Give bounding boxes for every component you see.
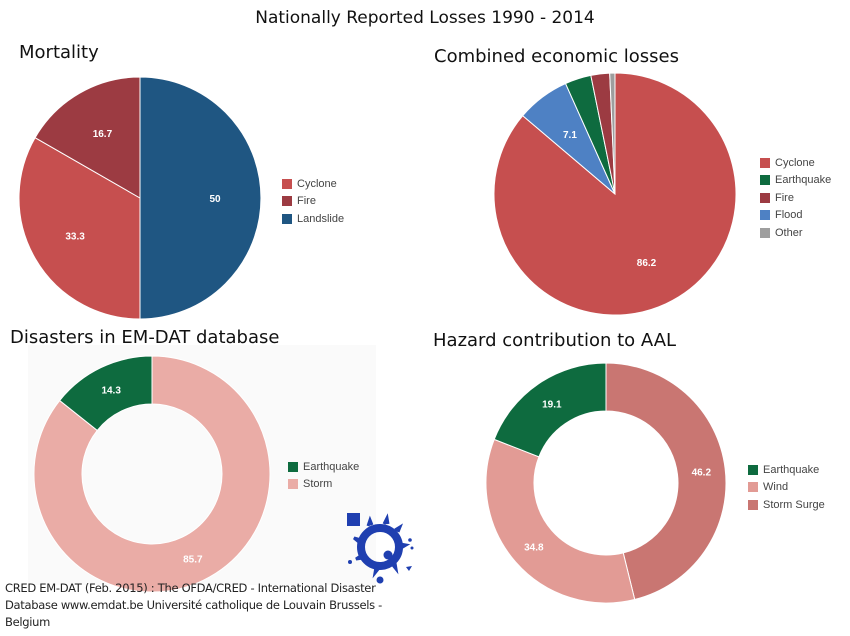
legend-swatch	[288, 461, 298, 472]
aal-slice-wind	[485, 438, 636, 604]
legend-label: Fire	[775, 191, 794, 204]
legend-swatch	[760, 192, 770, 203]
mortality-data-label-fire: 16.7	[93, 129, 113, 140]
mortality-slice-cyclone	[18, 137, 141, 320]
aal-legend-item-earthquake: Earthquake	[748, 461, 825, 479]
aal-legend-item-wind: Wind	[748, 479, 825, 497]
legend-label: Earthquake	[763, 463, 820, 476]
economic-legend-item-flood: Flood	[760, 207, 831, 225]
disasters-slice-earthquake	[58, 355, 153, 432]
source-citation: CRED EM-DAT (Feb. 2015) : The OFDA/CRED …	[5, 581, 383, 629]
legend-swatch	[282, 178, 292, 189]
aal-legend: Earthquake Wind Storm Surge	[748, 461, 825, 514]
aal-legend-item-storm-surge: Storm Surge	[748, 496, 825, 514]
legend-label: Fire	[297, 195, 316, 208]
disasters-data-label-earthquake: 14.3	[101, 385, 121, 396]
economic-legend-item-fire: Fire	[760, 189, 831, 207]
legend-swatch	[760, 210, 770, 221]
disasters-data-label-storm: 85.7	[183, 555, 203, 566]
legend-swatch	[282, 196, 292, 207]
economic-pie: 86.2 7.1	[493, 72, 737, 316]
economic-legend-item-cyclone: Cyclone	[760, 154, 831, 172]
disasters-legend-item-earthquake: Earthquake	[288, 458, 359, 476]
mortality-pie: 50 33.3 16.7	[18, 76, 262, 320]
legend-label: Storm	[303, 478, 333, 491]
legend-swatch	[748, 464, 758, 475]
legend-swatch	[760, 157, 770, 168]
mortality-legend: Cyclone Fire Landslide	[282, 175, 344, 228]
legend-label: Cyclone	[775, 156, 815, 169]
legend-label: Flood	[775, 209, 803, 222]
legend-swatch	[760, 175, 770, 186]
aal-slice-storm-surge	[605, 362, 727, 601]
disasters-legend: Earthquake Storm	[288, 458, 359, 493]
legend-label: Earthquake	[775, 174, 832, 187]
cred-splash-logo-icon	[347, 513, 414, 584]
economic-slice-other	[609, 72, 616, 195]
mortality-chart-title: Mortality	[19, 42, 99, 63]
economic-chart-title: Combined economic losses	[434, 46, 679, 67]
legend-swatch	[760, 227, 770, 238]
legend-swatch	[288, 479, 298, 490]
legend-label: Wind	[763, 481, 789, 494]
legend-label: Other	[775, 226, 803, 239]
mortality-slice-fire	[34, 76, 141, 199]
mortality-slice-landslide	[139, 76, 262, 320]
mortality-legend-item-fire: Fire	[282, 193, 344, 211]
economic-legend: Cyclone Earthquake Fire Flood Other	[760, 154, 831, 242]
legend-swatch	[282, 213, 292, 224]
mortality-data-label-cyclone: 33.3	[65, 232, 85, 243]
economic-legend-item-earthquake: Earthquake	[760, 172, 831, 190]
aal-donut: 46.2 34.8 19.1	[485, 362, 727, 604]
economic-data-label-cyclone: 86.2	[637, 258, 657, 269]
aal-data-label-wind: 34.8	[524, 542, 544, 553]
disasters-donut: 85.7 14.3	[33, 355, 271, 593]
legend-label: Storm Surge	[763, 498, 825, 511]
page-title: Nationally Reported Losses 1990 - 2014	[255, 8, 595, 28]
aal-data-label-earthquake: 19.1	[542, 400, 562, 411]
legend-label: Cyclone	[297, 177, 337, 190]
economic-data-label-flood: 7.1	[563, 130, 577, 141]
legend-swatch	[748, 482, 758, 493]
disasters-chart-title: Disasters in EM-DAT database	[10, 327, 280, 348]
mortality-legend-item-cyclone: Cyclone	[282, 175, 344, 193]
legend-label: Landslide	[297, 212, 345, 225]
mortality-data-label-landslide: 50	[209, 194, 221, 205]
legend-label: Earthquake	[303, 460, 360, 473]
legend-swatch	[748, 499, 758, 510]
disasters-slice-storm	[33, 355, 271, 593]
disasters-legend-item-storm: Storm	[288, 476, 359, 494]
economic-legend-item-other: Other	[760, 224, 831, 242]
aal-chart-title: Hazard contribution to AAL	[433, 330, 677, 351]
aal-data-label-storm-surge: 46.2	[692, 467, 712, 478]
mortality-legend-item-landslide: Landslide	[282, 210, 344, 228]
aal-slice-earthquake	[493, 362, 607, 458]
